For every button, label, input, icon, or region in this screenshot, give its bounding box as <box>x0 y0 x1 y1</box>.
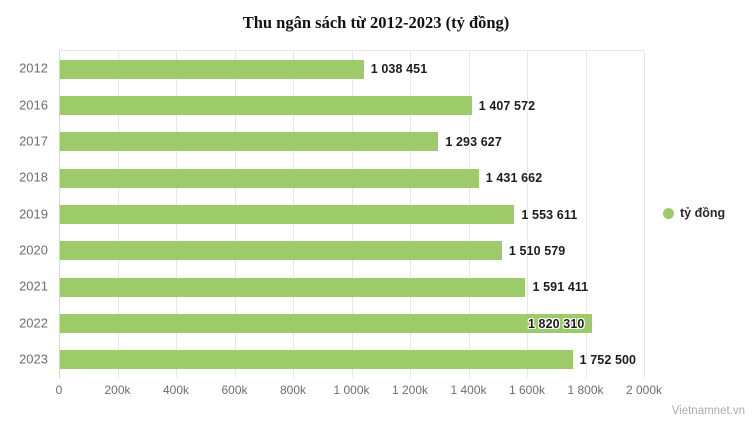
value-label-2016: 1 407 572 <box>478 98 536 113</box>
x-tick-label: 200k <box>104 383 131 397</box>
x-tick-label: 2 000k <box>625 383 663 397</box>
x-tick-label: 400k <box>162 383 190 397</box>
x-tick-label: 1 400k <box>450 383 487 397</box>
value-label-2020: 1 510 579 <box>508 243 566 258</box>
plot-area: 1 038 451 1 407 572 1 293 627 1 431 662 1 55… <box>59 50 645 378</box>
x-tick-label: 600k <box>221 383 248 397</box>
bar-2020[interactable] <box>60 241 502 261</box>
gridline <box>644 51 645 378</box>
x-tick-label: 1 000k <box>333 383 370 397</box>
chart-title: Thu ngân sách từ 2012-2023 (tỷ đồng) <box>242 13 510 32</box>
y-tick-label-2021: 2021 <box>19 278 48 294</box>
x-tick-label: 1 200k <box>391 383 429 397</box>
value-label-2022: 1 820 310 <box>527 316 585 331</box>
y-tick-label-2022: 2022 <box>19 315 48 330</box>
y-axis-line <box>59 51 60 378</box>
value-label-2017: 1 293 627 <box>445 134 502 149</box>
bar-2019[interactable] <box>60 205 515 224</box>
y-tick-label-2016: 2016 <box>19 97 48 112</box>
gridline <box>585 51 587 378</box>
bar-2022[interactable] <box>60 314 593 333</box>
gridline <box>527 51 528 378</box>
y-tick-label-2019: 2019 <box>19 206 48 221</box>
value-label-2019: 1 553 611 <box>521 207 578 222</box>
x-tick-label: 0 <box>55 383 63 397</box>
y-tick-label-2017: 2017 <box>19 133 48 149</box>
value-label-2023: 1 752 500 <box>579 352 637 367</box>
value-label-2012: 1 038 451 <box>370 62 428 77</box>
bar-2018[interactable] <box>60 168 479 188</box>
bar-2017[interactable] <box>60 132 439 152</box>
legend-dot-icon <box>663 207 674 219</box>
value-label-2021: 1 591 411 <box>532 280 589 295</box>
watermark: Vietnamnet.vn <box>671 405 745 417</box>
y-tick-label-2018: 2018 <box>19 169 48 185</box>
y-tick-label-2012: 2012 <box>19 60 48 76</box>
bar-2023[interactable] <box>60 350 573 370</box>
y-tick-label-2023: 2023 <box>19 351 48 367</box>
x-tick-label: 1 600k <box>508 383 546 397</box>
x-tick-label: 1 800k <box>567 383 604 397</box>
legend[interactable]: tỷ đồng <box>663 206 725 220</box>
bar-2021[interactable] <box>60 277 526 297</box>
y-tick-label-2020: 2020 <box>19 242 48 258</box>
value-label-2018: 1 431 662 <box>485 171 543 186</box>
legend-label: tỷ đồng <box>680 206 726 220</box>
bar-2016[interactable] <box>60 96 472 115</box>
bar-2012[interactable] <box>60 59 364 79</box>
x-tick-label: 800k <box>279 383 307 397</box>
